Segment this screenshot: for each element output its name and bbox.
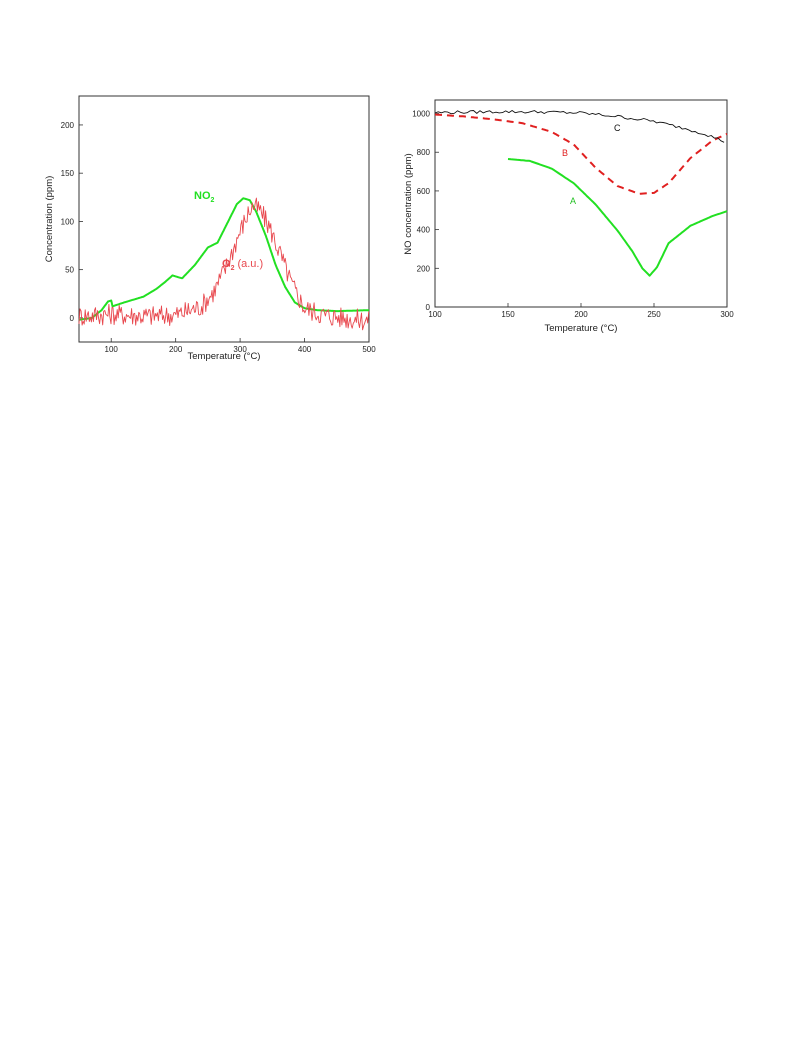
series-label-b: B <box>562 148 568 158</box>
left-y-tick-label-3: 150 <box>61 169 75 178</box>
o2-annotation: O2 (a.u.) <box>222 258 263 272</box>
series-label-c: C <box>614 123 621 133</box>
right-x-ticks: 100 150 200 250 300 <box>428 303 734 319</box>
right-x-tick-label-3: 250 <box>647 310 661 319</box>
left-x-ticks: 100 200 300 400 500 <box>105 338 376 354</box>
right-y-tick-label-1: 200 <box>417 264 431 273</box>
right-chart: 100 150 200 250 300 0 200 400 600 800 1000 Temper… <box>403 99 734 334</box>
left-y-tick-label-1: 50 <box>65 266 74 275</box>
right-y-axis-label: NO concentration (ppm) <box>403 153 414 254</box>
right-series-group <box>434 110 728 277</box>
left-y-tick-label-2: 100 <box>61 217 75 226</box>
o2-annotation-note: (a.u.) <box>237 258 263 270</box>
right-x-tick-label-4: 300 <box>720 310 734 319</box>
left-y-ticks: 0 50 100 150 200 <box>61 121 83 323</box>
left-x-axis-label: Temperature (°C) <box>188 351 261 362</box>
left-y-axis-label: Concentration (ppm) <box>44 176 55 263</box>
left-y-tick-label-4: 200 <box>61 121 75 130</box>
right-x-tick-label-2: 200 <box>574 310 588 319</box>
right-plot-frame <box>434 99 728 308</box>
left-series-1-line <box>78 197 370 331</box>
left-y-tick-label-0: 0 <box>70 314 75 323</box>
left-x-tick-label-1: 200 <box>169 345 183 354</box>
left-series-group <box>78 197 370 331</box>
right-x-axis-label: Temperature (°C) <box>545 323 618 334</box>
series-label-a: A <box>570 196 576 206</box>
right-series-0-line <box>507 158 728 277</box>
o2-annotation-main: O <box>222 258 231 270</box>
left-series-0-line <box>78 197 370 321</box>
no2-annotation-sub: 2 <box>211 197 215 204</box>
right-series-2-line <box>434 110 725 143</box>
no2-annotation-main: NO <box>194 190 211 202</box>
right-x-tick-label-0: 100 <box>428 310 442 319</box>
right-y-tick-label-0: 0 <box>426 303 431 312</box>
left-chart: 100 200 300 400 500 0 50 100 150 200 Temperature… <box>44 95 376 362</box>
left-x-tick-label-2: 300 <box>233 345 247 354</box>
right-y-tick-label-4: 800 <box>417 148 431 157</box>
right-y-ticks: 0 200 400 600 800 1000 <box>412 110 439 312</box>
left-plot-frame <box>78 95 370 343</box>
no2-annotation: NO2 <box>194 190 215 204</box>
o2-annotation-sub: 2 <box>231 265 235 272</box>
right-y-tick-label-5: 1000 <box>412 110 430 119</box>
left-x-tick-label-0: 100 <box>105 345 119 354</box>
left-x-tick-label-3: 400 <box>298 345 312 354</box>
right-series-1-line <box>434 113 728 195</box>
left-x-tick-label-4: 500 <box>362 345 376 354</box>
right-x-tick-label-1: 150 <box>501 310 515 319</box>
right-y-tick-label-2: 400 <box>417 226 431 235</box>
right-y-tick-label-3: 600 <box>417 187 431 196</box>
